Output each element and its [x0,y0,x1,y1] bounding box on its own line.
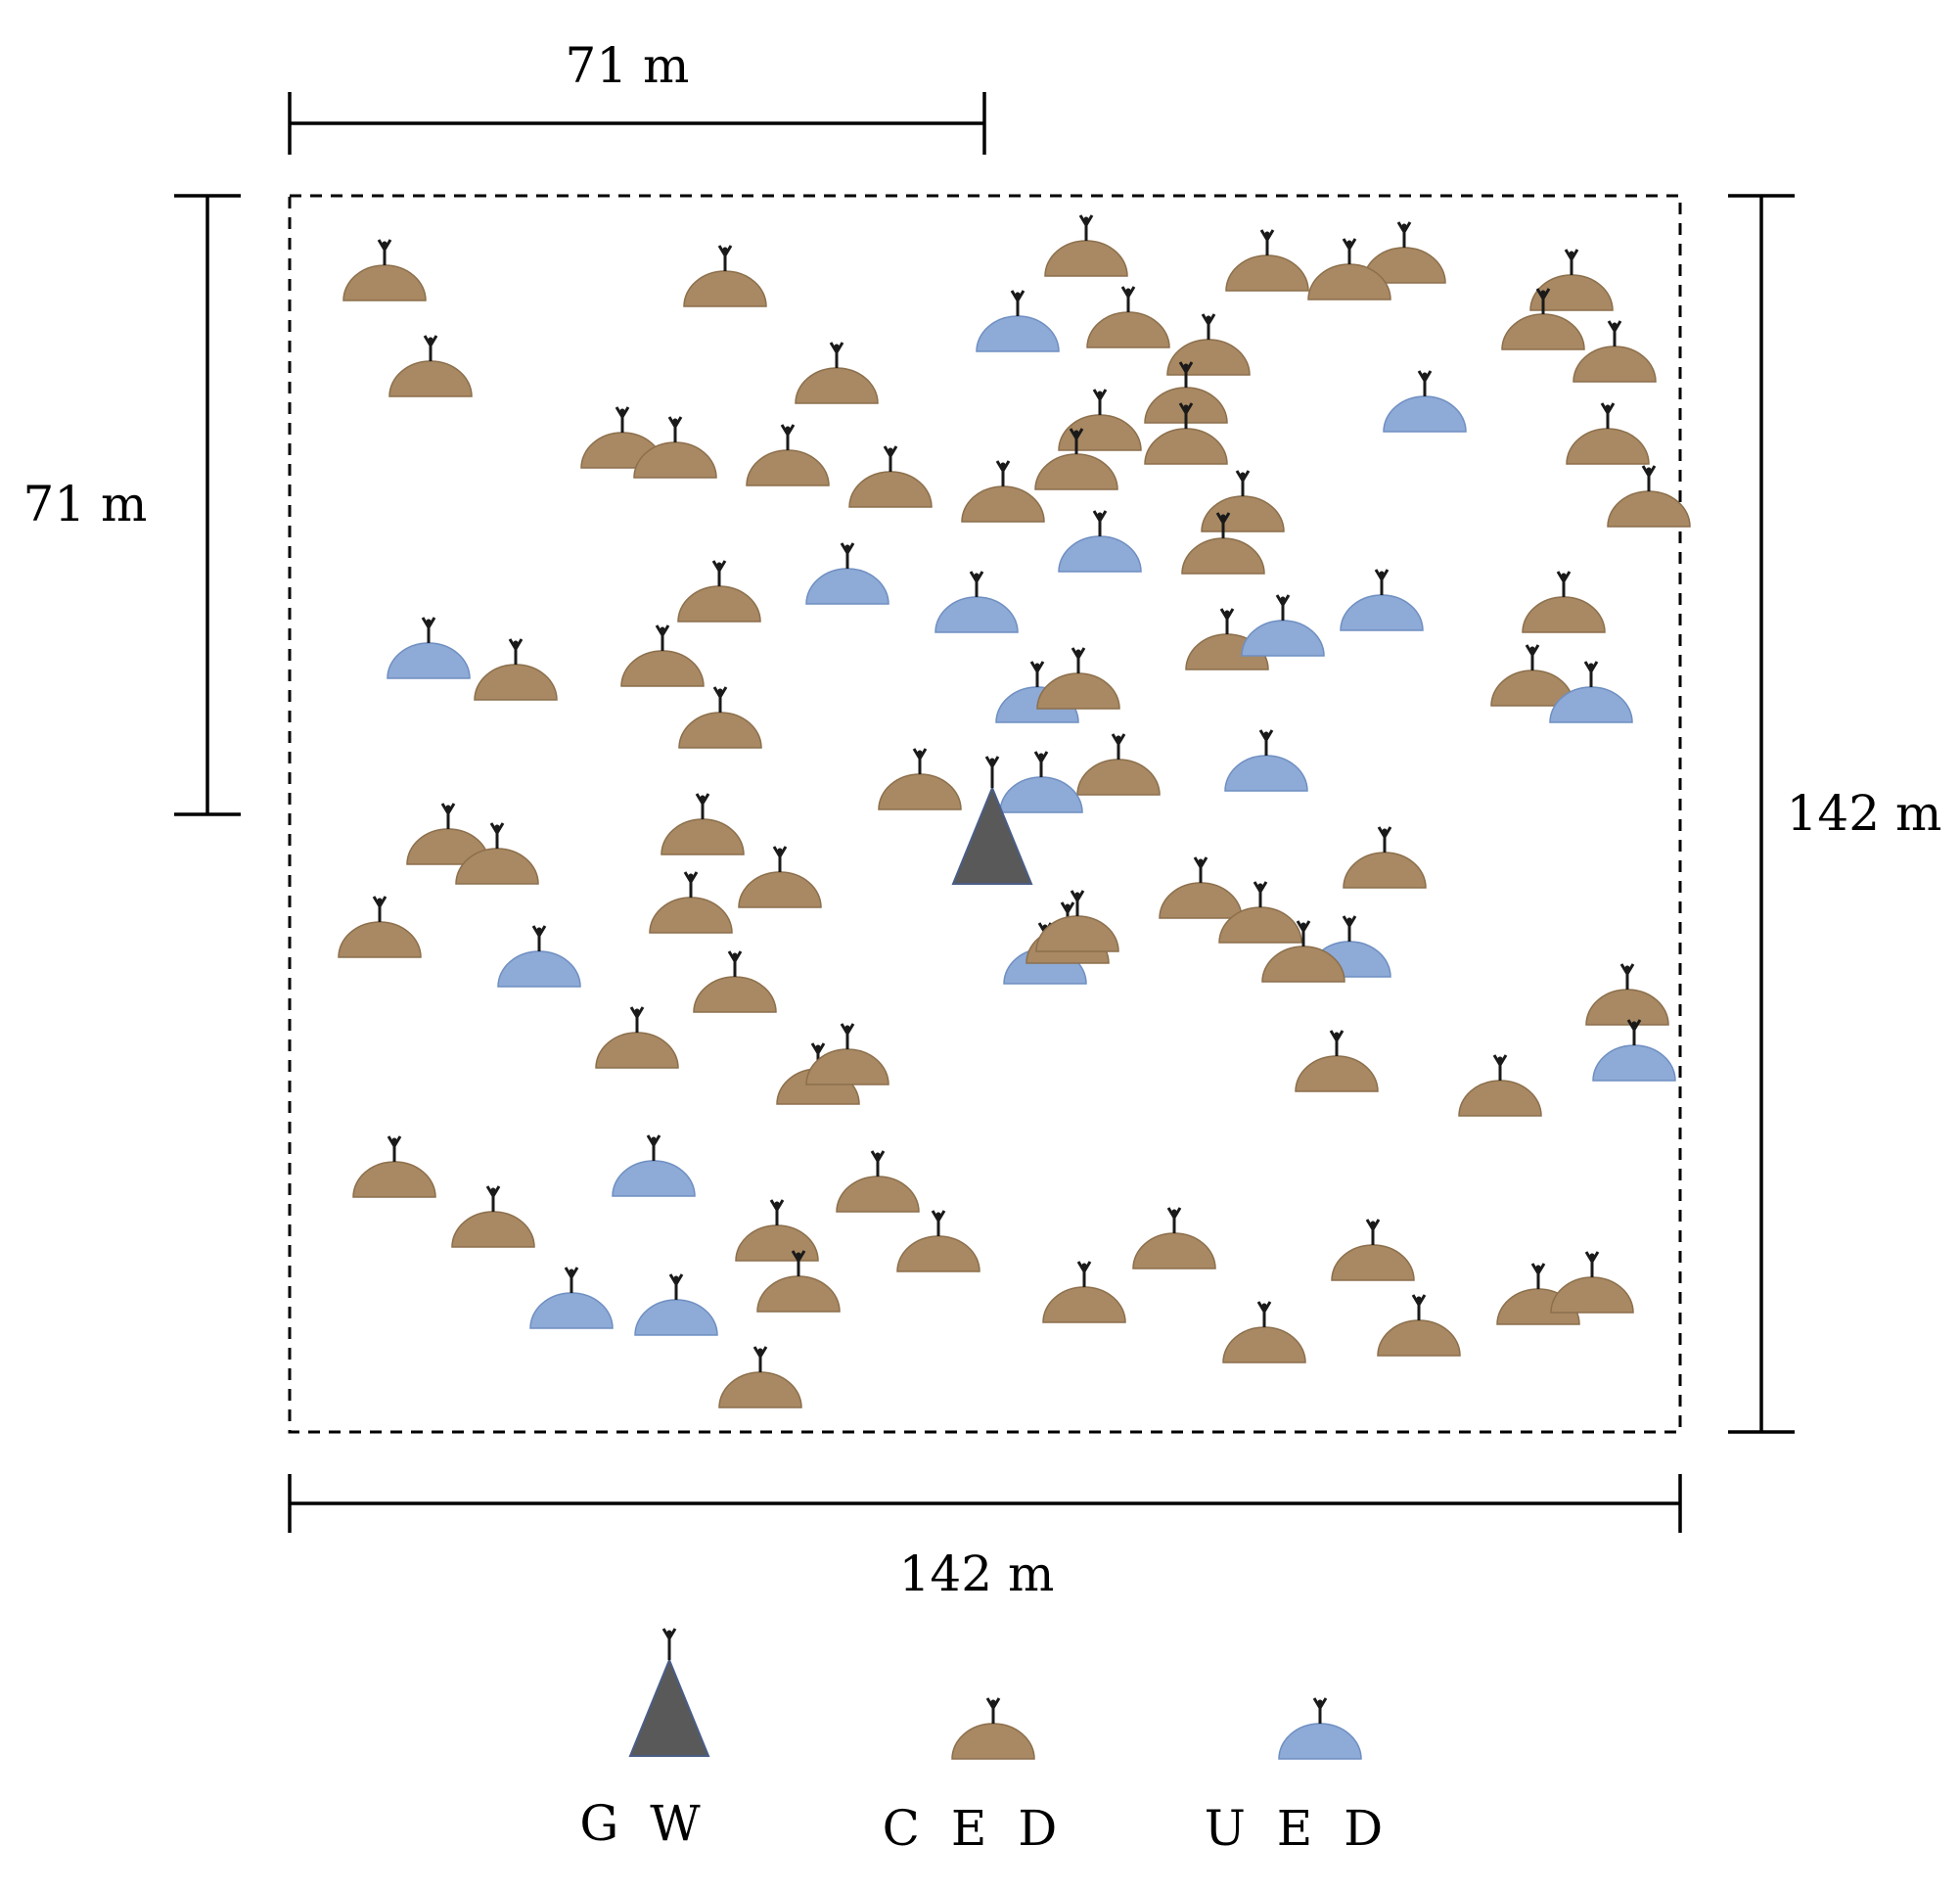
ced-device-28 [1522,571,1606,633]
ced-device-44 [1159,856,1243,919]
ued-device-11 [1224,729,1308,792]
ced-device-59 [735,1199,819,1262]
ced-device-35 [1076,733,1161,796]
ued-device-10 [1549,661,1633,723]
legend: G W C E D U E D [579,1628,1391,1857]
ced-device-10 [1501,288,1585,350]
ced-device-36 [878,748,962,810]
ced-device-38 [455,822,539,885]
ced-device-55 [1458,1054,1542,1117]
ced-device-57 [836,1150,920,1213]
ced-dome-shape [951,1697,1035,1760]
gateway-triangle-icon [628,1628,710,1757]
ced-device-54 [1295,1030,1379,1092]
ced-device-61 [1132,1207,1216,1269]
ced-device-65 [1222,1301,1306,1363]
ced-device-50 [1585,963,1669,1026]
ued-device-17 [612,1134,696,1197]
ued-device-18 [529,1267,614,1329]
ced-device-37 [406,803,490,865]
ced-device-34 [678,686,762,749]
ued-device-19 [634,1273,718,1336]
right-dimension-label: 142 m [1787,785,1942,842]
ced-device-64 [1042,1261,1126,1323]
ced-device-12 [388,335,473,397]
ced-device-14 [1058,389,1142,451]
bottom-dimension: 142 m [288,1474,1682,1602]
ced-device-39 [661,793,745,855]
ced-device-24 [1607,465,1691,528]
ced-device-69 [718,1346,802,1408]
right-dimension: 142 m [1728,194,1942,1434]
ued-device-7 [387,617,471,679]
ced-device-1 [342,239,427,301]
ced-device-23 [1144,402,1228,465]
ued-dome-shape [1278,1697,1362,1760]
ced-device-41 [338,896,422,958]
legend-label-gw: G W [579,1795,707,1852]
ced-device-21 [961,460,1045,523]
ced-device-33 [1490,644,1574,707]
device-field [338,214,1691,1408]
gateway-triangle-icon [951,756,1033,885]
ued-device-12 [999,751,1083,813]
ced-device-58 [451,1185,535,1248]
ced-device-11 [1573,320,1657,383]
ued-device-13 [497,925,581,988]
ced-device-8 [1086,286,1170,348]
top-dimension-label: 71 m [566,37,690,94]
ced-device-63 [756,1250,841,1313]
ced-device-32 [1036,647,1120,710]
legend-label-ced: C E D [883,1800,1066,1857]
ued-device-8 [1241,594,1325,657]
left-dimension: 71 m [23,194,241,816]
ced-device-46 [1261,920,1345,983]
ced-device-62 [1331,1219,1415,1281]
ced-device-4 [1225,229,1309,292]
ced-device-2 [683,245,767,307]
top-dimension: 71 m [288,37,986,155]
ced-dome-icon [951,1697,1035,1760]
ced-device-26 [1181,512,1265,575]
ued-device-2 [1383,370,1467,433]
ced-device-16 [1566,402,1650,465]
ced-device-53 [805,1023,889,1085]
deployment-area-border [288,194,1682,1434]
ced-device-48 [1035,890,1119,952]
bottom-dimension-label: 142 m [899,1546,1055,1602]
ced-device-27 [677,560,761,623]
ued-device-1 [976,290,1060,352]
ced-device-7 [1307,238,1391,300]
ced-device-56 [352,1135,436,1198]
ced-device-40 [1343,826,1427,889]
ced-device-20 [848,445,933,508]
ued-dome-icon [1278,1697,1362,1760]
ced-device-45 [1218,881,1302,944]
ued-device-4 [805,542,889,605]
ced-device-49 [693,950,777,1013]
legend-label-ued: U E D [1205,1800,1391,1857]
ced-device-68 [1550,1251,1634,1314]
ced-device-9 [1166,313,1251,376]
ced-device-51 [595,1006,679,1069]
ced-device-22 [1034,428,1118,490]
ced-device-18 [633,416,717,479]
ued-device-6 [1340,569,1424,631]
ced-device-43 [738,846,822,908]
ced-device-42 [649,871,733,934]
ued-device-3 [1058,510,1142,573]
ced-device-30 [620,624,705,687]
ced-device-66 [1377,1294,1461,1357]
ced-device-13 [795,342,879,404]
ued-device-16 [1592,1019,1676,1082]
ced-device-60 [896,1210,980,1272]
ced-device-3 [1044,214,1128,277]
ued-device-5 [934,571,1019,633]
ced-device-25 [1201,470,1285,532]
ced-device-29 [474,638,558,701]
ced-device-19 [746,424,830,486]
left-dimension-label: 71 m [23,476,148,532]
ced-device-6 [1529,249,1614,311]
